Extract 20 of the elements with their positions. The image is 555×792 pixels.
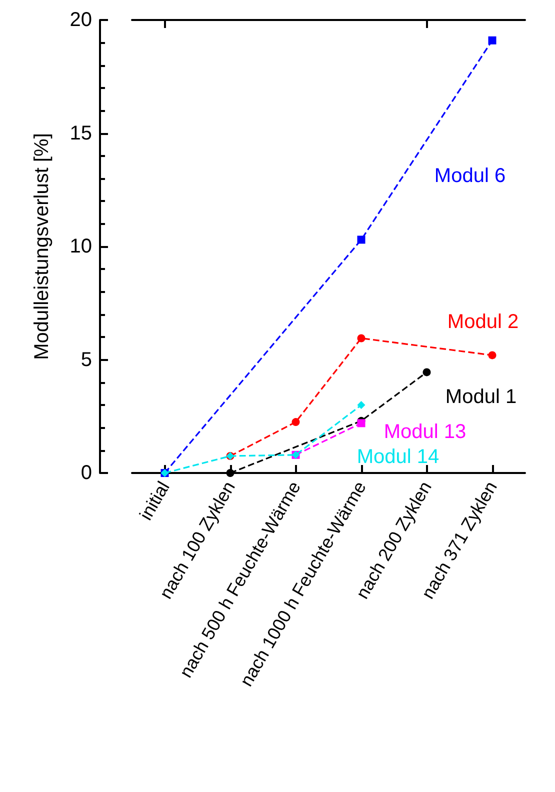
- point: [488, 351, 496, 360]
- point: [357, 334, 366, 342]
- y-tick-label: 20: [70, 9, 92, 31]
- point: [357, 236, 366, 244]
- series-label: Modul 13: [384, 421, 466, 443]
- point: [488, 36, 496, 44]
- point: [422, 368, 431, 376]
- series-label: Modul 14: [356, 446, 440, 468]
- point: [292, 418, 300, 426]
- y-axis-title: Modulleistungsverlust [%]: [31, 133, 53, 360]
- series-label: Modul 1: [445, 386, 517, 408]
- y-tick-label: 10: [70, 236, 92, 258]
- y-tick-label: 5: [80, 348, 92, 371]
- series-label: Modul 6: [434, 165, 506, 187]
- y-tick-label: 15: [70, 122, 92, 144]
- y-tick-label: 0: [80, 462, 92, 484]
- point: [226, 469, 234, 477]
- point: [357, 401, 366, 410]
- point: [357, 419, 366, 428]
- series-label: Modul 2: [447, 311, 519, 333]
